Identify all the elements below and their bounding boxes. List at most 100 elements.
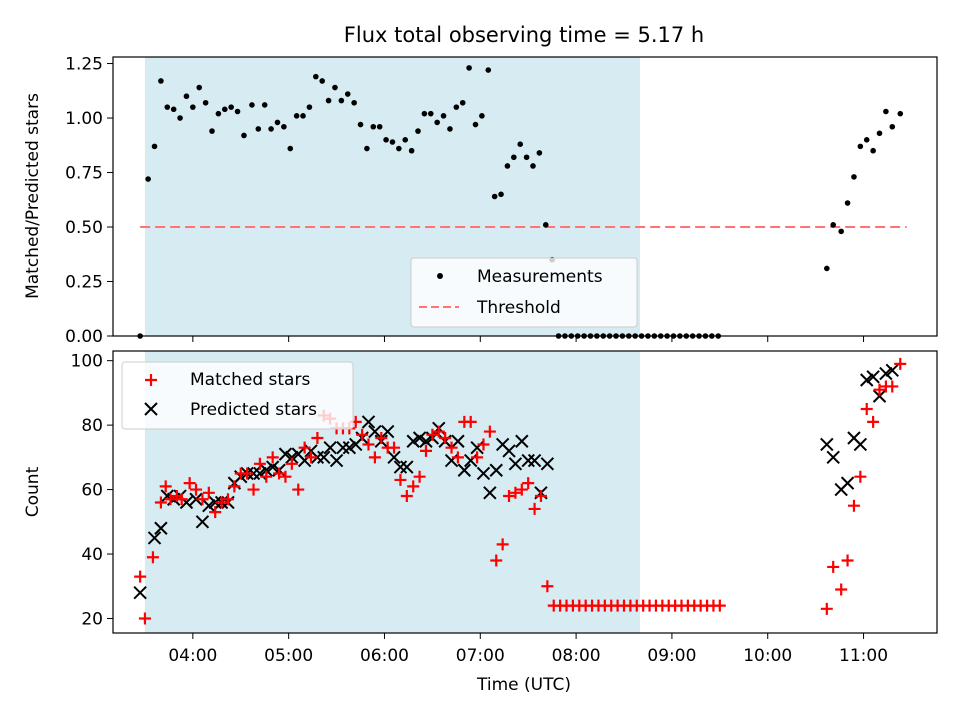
measurement-point (249, 102, 255, 108)
measurement-point (851, 174, 857, 180)
predicted-star-point (860, 373, 874, 387)
measurement-point (453, 104, 460, 110)
x-tick-label: 05:00 (264, 646, 313, 666)
x-tick-label: 07:00 (456, 646, 505, 666)
count-y-tick-label: 80 (81, 416, 103, 436)
predicted-star-point (872, 389, 887, 403)
count-legend: Matched stars Predicted stars (121, 361, 354, 430)
count-y-axis-label: Count (23, 466, 43, 517)
matched-star-point (190, 483, 203, 496)
measurement-point (281, 123, 287, 130)
matched-star-point (292, 483, 305, 496)
measurement-point (870, 147, 876, 154)
measurement-point (351, 99, 357, 106)
matched-star-point (528, 502, 541, 515)
predicted-star-point (246, 466, 261, 481)
ratio-panel: 0.00 0.25 0.50 0.75 1.00 1.25 Matched/Predict… (23, 55, 938, 347)
x-tick-label: 09:00 (647, 646, 696, 666)
matched-star-point (483, 425, 496, 438)
measurement-point (402, 137, 409, 143)
measurement-point (498, 191, 504, 198)
matched-star-point (388, 441, 401, 454)
predicted-star-point (885, 363, 899, 378)
measurement-point (863, 137, 870, 143)
measurement-point (319, 78, 325, 84)
matched-star-point (471, 451, 484, 464)
matched-star-point (311, 432, 324, 445)
predicted-star-point (189, 492, 203, 506)
matched-star-point (477, 438, 490, 451)
count-y-tick-label: 100 (71, 352, 103, 372)
matched-star-point (413, 470, 426, 483)
matched-star-point (894, 357, 907, 370)
measurement-point (542, 222, 549, 228)
predicted-star-point (208, 495, 222, 510)
predicted-star-point (476, 466, 491, 481)
predicted-star-point (412, 431, 427, 445)
measurement-point (491, 193, 498, 200)
matched-star-point (362, 438, 375, 451)
measurement-point (830, 222, 837, 228)
measurement-point (838, 228, 844, 235)
matched-star-point (451, 451, 464, 464)
predicted-star-point (866, 370, 880, 384)
matched-star-point (835, 583, 848, 596)
measurement-point (459, 99, 466, 106)
count-y-tick-label: 60 (81, 481, 103, 501)
predicted-star-point (317, 450, 331, 465)
measurement-point (408, 147, 415, 154)
count-legend-box (121, 361, 354, 430)
matched-star-point (202, 486, 215, 499)
measurement-point (530, 163, 536, 169)
matched-star-point (228, 480, 241, 493)
measurement-point (396, 145, 402, 152)
matched-star-point (394, 473, 407, 486)
x-tick-label: 04:00 (168, 646, 217, 666)
measurement-point (228, 104, 234, 110)
matched-star-point (154, 496, 167, 509)
predicted-star-point (278, 447, 293, 461)
x-tick-label: 08:00 (552, 646, 601, 666)
x-tick-label: 06:00 (360, 646, 409, 666)
measurement-point (221, 106, 228, 113)
measurement-point (844, 200, 851, 206)
measurement-point (145, 176, 151, 182)
measurement-point (824, 265, 830, 272)
matched-star-point (515, 483, 528, 496)
matched-star-point (241, 467, 254, 480)
matched-star-point (285, 457, 298, 470)
predicted-star-point (826, 450, 840, 465)
matched-star-point (445, 441, 458, 454)
measurement-point (164, 104, 171, 110)
measurement-point (472, 121, 479, 128)
matched-star-point (873, 383, 886, 396)
measurement-point (177, 115, 183, 121)
matched-stars-legend-marker (145, 374, 157, 386)
ratio-legend-box (410, 257, 638, 328)
predicted-star-point (400, 460, 414, 474)
measurement-point (897, 110, 904, 117)
x-tick-label: 10:00 (743, 646, 792, 666)
measurement-point (383, 137, 389, 143)
matched-star-point (841, 554, 854, 567)
matched-star-point (847, 499, 860, 512)
matched-star-point (827, 560, 840, 573)
measurement-point (332, 84, 338, 91)
predicted-star-point (202, 498, 216, 513)
predicted-star-point (387, 450, 401, 465)
ratio-y-tick-label: 0.00 (65, 327, 103, 347)
measurement-point (344, 91, 351, 97)
predicted-star-point (483, 486, 497, 500)
measurement-point (876, 130, 883, 137)
predicted-star-point (521, 453, 535, 468)
matched-star-point (298, 441, 311, 454)
measurement-point (883, 108, 889, 115)
predicted-star-point (820, 437, 834, 452)
predicted-star-point (368, 424, 382, 439)
ratio-legend: Measurements Threshold (410, 257, 638, 328)
ratio-panel-frame (112, 56, 938, 337)
predicted-star-point (336, 440, 350, 455)
matched-star-point (867, 415, 880, 428)
measurement-point (151, 143, 158, 150)
